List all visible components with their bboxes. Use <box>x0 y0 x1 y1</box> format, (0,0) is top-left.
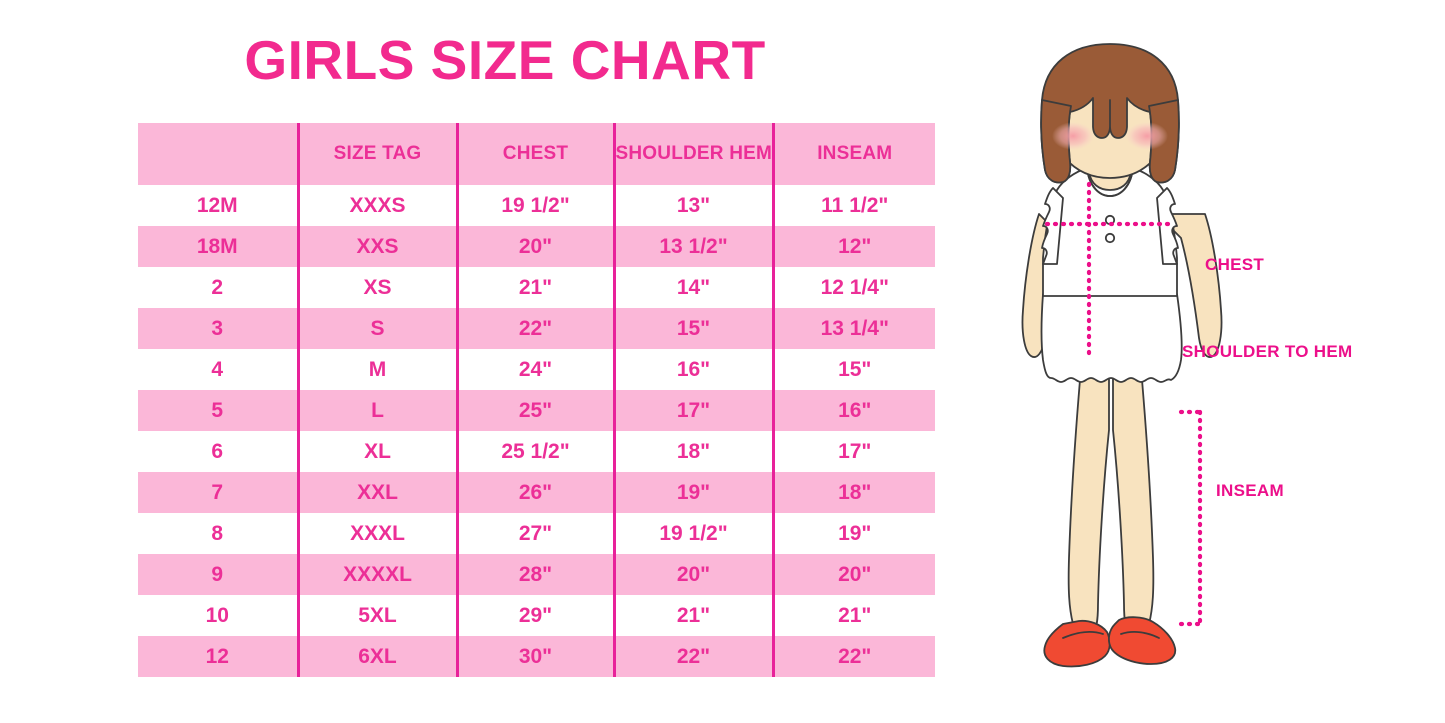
cell-shoulder-hem: 21" <box>612 595 773 636</box>
cell-size-tag: XL <box>296 431 457 472</box>
label-chest: CHEST <box>1205 255 1265 274</box>
cell-inseam: 16" <box>771 390 935 431</box>
cell-shoulder-hem: 13" <box>612 185 773 226</box>
column-header-inseam: INSEAM <box>771 123 935 185</box>
cell-size-tag: XXXL <box>296 513 457 554</box>
cell-inseam: 13 1/4" <box>771 308 935 349</box>
cell-shoulder-hem: 15" <box>612 308 773 349</box>
cell-chest: 25 1/2" <box>455 431 614 472</box>
cell-size: 3 <box>138 308 298 349</box>
cell-inseam: 17" <box>771 431 935 472</box>
cell-chest: 19 1/2" <box>455 185 614 226</box>
cell-size: 9 <box>138 554 298 595</box>
cell-chest: 26" <box>455 472 614 513</box>
table-row: 7 XXL 26" 19" 18" <box>138 472 935 513</box>
cell-inseam: 19" <box>771 513 935 554</box>
cell-size: 7 <box>138 472 298 513</box>
cell-inseam: 12 1/4" <box>771 267 935 308</box>
cell-shoulder-hem: 19 1/2" <box>612 513 773 554</box>
cell-size: 12 <box>138 636 298 677</box>
size-chart-table: SIZE TAG CHEST SHOULDER HEM INSEAM 12M XX… <box>138 123 935 677</box>
cell-chest: 21" <box>455 267 614 308</box>
table-row: 12 6XL 30" 22" 22" <box>138 636 935 677</box>
cell-shoulder-hem: 14" <box>612 267 773 308</box>
legs <box>1067 367 1155 639</box>
table-row: 6 XL 25 1/2" 18" 17" <box>138 431 935 472</box>
cell-shoulder-hem: 13 1/2" <box>612 226 773 267</box>
cell-inseam: 12" <box>771 226 935 267</box>
cell-shoulder-hem: 22" <box>612 636 773 677</box>
cell-shoulder-hem: 20" <box>612 554 773 595</box>
column-header-shoulder-hem: SHOULDER HEM <box>612 123 773 185</box>
table-row: 12M XXXS 19 1/2" 13" 11 1/2" <box>138 185 935 226</box>
table-body: 12M XXXS 19 1/2" 13" 11 1/2" 18M XXS 20" 13 1/2"… <box>138 185 935 677</box>
cell-size-tag: 6XL <box>296 636 457 677</box>
cell-size-tag: S <box>296 308 457 349</box>
cell-shoulder-hem: 16" <box>612 349 773 390</box>
cell-shoulder-hem: 17" <box>612 390 773 431</box>
cell-inseam: 18" <box>771 472 935 513</box>
column-header-size <box>138 123 298 185</box>
cell-chest: 28" <box>455 554 614 595</box>
cell-inseam: 21" <box>771 595 935 636</box>
cell-inseam: 22" <box>771 636 935 677</box>
cell-chest: 22" <box>455 308 614 349</box>
measurement-guides <box>1044 181 1178 359</box>
table-row: 8 XXXL 27" 19 1/2" 19" <box>138 513 935 554</box>
cell-size-tag: 5XL <box>296 595 457 636</box>
cell-size-tag: L <box>296 390 457 431</box>
cell-chest: 25" <box>455 390 614 431</box>
cell-chest: 30" <box>455 636 614 677</box>
cell-size-tag: XXXXL <box>296 554 457 595</box>
cell-size-tag: XXXS <box>296 185 457 226</box>
cell-size: 8 <box>138 513 298 554</box>
table-row: 3 S 22" 15" 13 1/4" <box>138 308 935 349</box>
table-row: 2 XS 21" 14" 12 1/4" <box>138 267 935 308</box>
cell-size: 2 <box>138 267 298 308</box>
cell-size-tag: XXS <box>296 226 457 267</box>
cell-inseam: 11 1/2" <box>771 185 935 226</box>
cell-chest: 29" <box>455 595 614 636</box>
cell-size: 5 <box>138 390 298 431</box>
table-row: 4 M 24" 16" 15" <box>138 349 935 390</box>
cell-chest: 27" <box>455 513 614 554</box>
cell-shoulder-hem: 19" <box>612 472 773 513</box>
cell-inseam: 15" <box>771 349 935 390</box>
label-inseam: INSEAM <box>1216 481 1284 500</box>
table-header-row: SIZE TAG CHEST SHOULDER HEM INSEAM <box>138 123 935 185</box>
cell-size: 18M <box>138 226 298 267</box>
column-header-chest: CHEST <box>455 123 614 185</box>
cell-size: 12M <box>138 185 298 226</box>
blush-cheeks <box>1052 122 1168 150</box>
column-header-size-tag: SIZE TAG <box>296 123 457 185</box>
cell-size: 4 <box>138 349 298 390</box>
table-row: 10 5XL 29" 21" 21" <box>138 595 935 636</box>
girl-illustration <box>985 38 1235 683</box>
label-shoulder-to-hem: SHOULDER TO HEM <box>1182 342 1353 361</box>
table-row: 5 L 25" 17" 16" <box>138 390 935 431</box>
table-row: 9 XXXXL 28" 20" 20" <box>138 554 935 595</box>
skirt <box>1040 293 1183 383</box>
table-row: 18M XXS 20" 13 1/2" 12" <box>138 226 935 267</box>
inseam-bracket <box>1178 409 1204 627</box>
cell-size-tag: XXL <box>296 472 457 513</box>
cell-size: 10 <box>138 595 298 636</box>
cell-inseam: 20" <box>771 554 935 595</box>
cell-chest: 20" <box>455 226 614 267</box>
cell-size-tag: M <box>296 349 457 390</box>
cell-size: 6 <box>138 431 298 472</box>
shoes <box>1043 616 1177 668</box>
cell-chest: 24" <box>455 349 614 390</box>
cell-size-tag: XS <box>296 267 457 308</box>
cell-shoulder-hem: 18" <box>612 431 773 472</box>
size-table: SIZE TAG CHEST SHOULDER HEM INSEAM 12M XX… <box>138 123 935 677</box>
page-title: GIRLS SIZE CHART <box>244 29 766 91</box>
